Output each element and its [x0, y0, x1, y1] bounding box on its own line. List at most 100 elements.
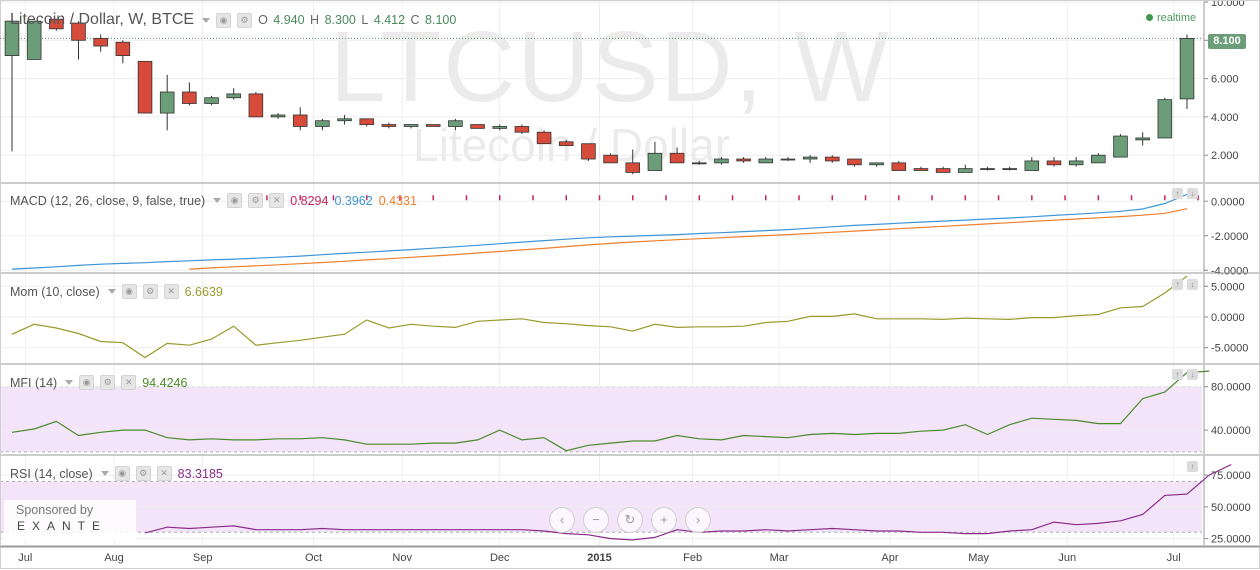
y-tick-label: -2.0000: [1211, 231, 1248, 243]
x-tick-label: 2015: [587, 552, 611, 564]
scroll-left-button[interactable]: ‹: [549, 507, 575, 533]
candle: [1157, 97, 1173, 139]
eye-icon[interactable]: ◉: [216, 12, 232, 28]
x-tick-label: Nov: [392, 552, 412, 564]
candle-body: [802, 156, 818, 160]
gear-icon[interactable]: ⚙: [100, 375, 116, 390]
ohlc-high-value: 8.300: [324, 13, 356, 27]
chevron-down-icon[interactable]: [202, 17, 211, 23]
candle-body: [891, 162, 907, 171]
candle: [1068, 157, 1084, 167]
x-tick-label: Sep: [193, 552, 213, 564]
mom-label[interactable]: Mom (10, close): [10, 284, 100, 299]
candle: [270, 113, 286, 119]
x-tick-label: Dec: [490, 552, 510, 564]
pane-maximize-icon[interactable]: ↑: [1172, 279, 1183, 290]
overbought-oversold-band: [0, 386, 1202, 452]
eye-icon[interactable]: ◉: [121, 284, 137, 299]
candle: [758, 157, 774, 164]
zoom-out-button[interactable]: −: [583, 507, 609, 533]
pane-move-icon[interactable]: ↓: [1187, 369, 1198, 380]
x-tick-label: Jun: [1058, 552, 1076, 564]
candle: [603, 153, 618, 164]
eye-icon[interactable]: ◉: [114, 466, 130, 481]
candle: [825, 155, 840, 163]
close-icon[interactable]: ✕: [156, 466, 172, 481]
candle-body: [647, 152, 663, 171]
candle-body: [1179, 37, 1195, 100]
pane-maximize-icon[interactable]: ↑: [1172, 188, 1183, 199]
x-tick-label: Mar: [770, 552, 789, 564]
pane-maximize-icon[interactable]: ↑: [1172, 369, 1183, 380]
candle: [115, 40, 131, 64]
eye-icon[interactable]: ◉: [79, 375, 95, 390]
rsi-value: 83.3185: [177, 466, 223, 481]
x-tick-label: May: [968, 552, 989, 564]
close-icon[interactable]: ✕: [121, 375, 137, 390]
pane-move-icon[interactable]: ↓: [1187, 188, 1198, 199]
candle: [1179, 34, 1195, 110]
candle: [4, 15, 20, 152]
gear-icon[interactable]: ⚙: [237, 12, 253, 28]
rsi-label[interactable]: RSI (14, close): [10, 466, 93, 481]
candle: [736, 157, 751, 163]
chevron-down-icon[interactable]: [213, 198, 222, 203]
candle-body: [4, 20, 20, 57]
candle: [647, 141, 663, 171]
candle-body: [204, 97, 219, 104]
eye-icon[interactable]: ◉: [227, 193, 243, 208]
symbol-title[interactable]: Litecoin / Dollar, W, BTCE: [10, 11, 195, 28]
candle: [403, 124, 419, 129]
candle-body: [825, 156, 840, 162]
candle: [625, 149, 641, 175]
candle-body: [758, 158, 774, 164]
candle: [1113, 134, 1128, 158]
macd-signal-value: 0.4331: [378, 193, 417, 208]
gear-icon[interactable]: ⚙: [135, 466, 151, 481]
close-icon[interactable]: ✕: [269, 193, 285, 208]
scroll-right-button[interactable]: ›: [685, 507, 711, 533]
candle-body: [115, 41, 131, 57]
chevron-down-icon[interactable]: [65, 380, 74, 385]
realtime-label: realtime: [1157, 12, 1197, 24]
x-tick-label: Jul: [1167, 552, 1181, 564]
gear-icon[interactable]: ⚙: [142, 284, 158, 299]
pane-move-icon[interactable]: ↑: [1187, 461, 1198, 472]
candle-body: [980, 168, 995, 170]
mom-pane-header: Mom (10, close) ◉ ⚙ ✕ 6.6639: [10, 284, 223, 299]
zoom-in-button[interactable]: +: [651, 507, 677, 533]
candle-body: [780, 158, 796, 161]
close-icon[interactable]: ✕: [163, 284, 179, 299]
candle: [869, 162, 884, 167]
last-price-badge: 8.100: [1208, 34, 1246, 49]
candle-body: [448, 120, 463, 127]
candle: [93, 34, 108, 52]
pane-move-icon[interactable]: ↓: [1187, 279, 1198, 290]
signal-line: [189, 208, 1188, 270]
y-tick-label: 0.0000: [1211, 196, 1245, 208]
sponsor-box[interactable]: Sponsored by EXANTE: [4, 500, 136, 540]
x-tick-label: Jul: [18, 552, 32, 564]
candle-body: [93, 37, 108, 47]
mfi-pane-header: MFI (14) ◉ ⚙ ✕ 94.4246: [10, 375, 187, 390]
candle-body: [847, 158, 862, 166]
y-tick-label: 25.0000: [1211, 534, 1251, 546]
y-tick-label: 6.000: [1211, 74, 1239, 86]
mfi-label[interactable]: MFI (14): [10, 375, 58, 390]
y-tick-label: 40.0000: [1211, 425, 1251, 437]
chevron-down-icon[interactable]: [100, 471, 109, 476]
candle-body: [913, 168, 929, 171]
sponsor-logo[interactable]: EXANTE: [17, 519, 108, 533]
ohlc-open-key: O: [258, 13, 268, 27]
symbol-watermark: LTCUSD, W: [330, 11, 891, 123]
candle: [935, 166, 951, 173]
candle: [204, 95, 219, 106]
reset-button[interactable]: ↻: [617, 507, 643, 533]
candle: [470, 124, 485, 129]
macd-label[interactable]: MACD (12, 26, close, 9, false, true): [10, 193, 206, 208]
candle-body: [248, 93, 264, 118]
gear-icon[interactable]: ⚙: [248, 193, 264, 208]
chevron-down-icon[interactable]: [107, 289, 116, 294]
mom-value: 6.6639: [184, 284, 223, 299]
